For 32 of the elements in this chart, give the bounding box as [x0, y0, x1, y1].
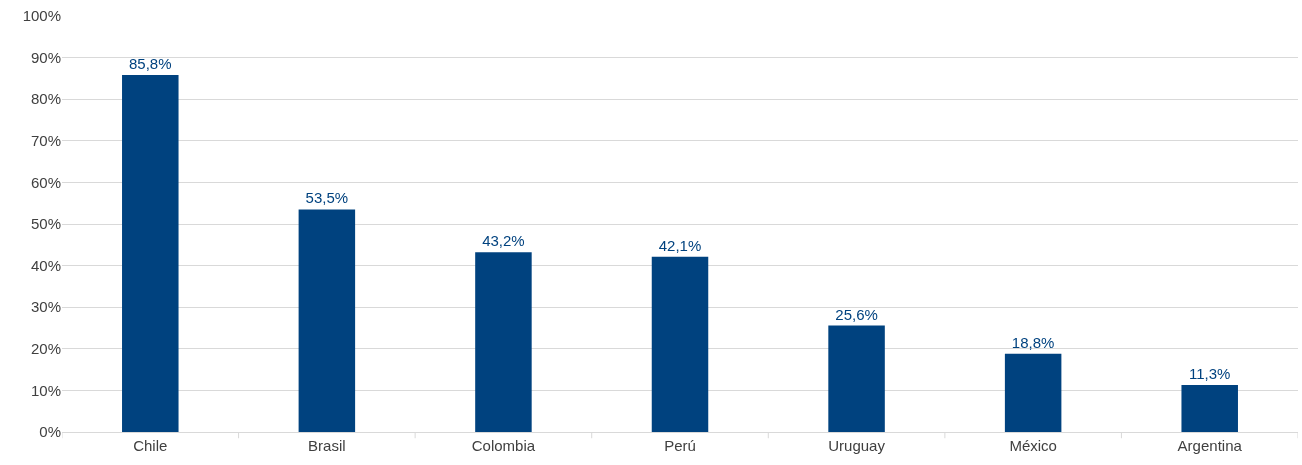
- y-tick-label: 60%: [30, 173, 61, 191]
- bar: [1181, 384, 1238, 432]
- x-tick-label: México: [1009, 437, 1057, 454]
- x-tick-label: Argentina: [1177, 437, 1243, 454]
- bar: [475, 252, 532, 432]
- bar: [651, 256, 709, 432]
- y-tick-label: 70%: [30, 132, 61, 150]
- data-label: 53,5%: [305, 189, 349, 207]
- data-label: 85,8%: [129, 55, 172, 73]
- y-tick-label: 40%: [30, 256, 61, 274]
- data-label: 42,1%: [658, 236, 702, 254]
- bar: [298, 209, 356, 432]
- data-label: 43,2%: [482, 232, 525, 250]
- data-label: 25,6%: [835, 305, 878, 323]
- y-tick-label: 80%: [30, 90, 61, 108]
- y-tick-label: 100%: [22, 7, 61, 25]
- bar: [122, 75, 179, 432]
- y-tick-label: 90%: [30, 48, 61, 66]
- x-tick-label: Perú: [664, 437, 696, 454]
- bar: [1004, 353, 1062, 432]
- y-tick-label: 50%: [30, 215, 61, 233]
- y-tick-label: 0%: [39, 423, 61, 441]
- x-tick-label: Colombia: [471, 437, 536, 454]
- x-tick-label: Uruguay: [828, 437, 886, 454]
- data-label: 18,8%: [1011, 333, 1055, 351]
- y-tick-label: 30%: [30, 298, 61, 316]
- x-tick-label: Brasil: [308, 437, 346, 454]
- bar: [828, 325, 885, 432]
- x-tick-label: Chile: [133, 437, 168, 454]
- y-tick-label: 20%: [30, 340, 61, 358]
- y-tick-label: 10%: [30, 381, 61, 399]
- data-label: 11,3%: [1189, 364, 1231, 382]
